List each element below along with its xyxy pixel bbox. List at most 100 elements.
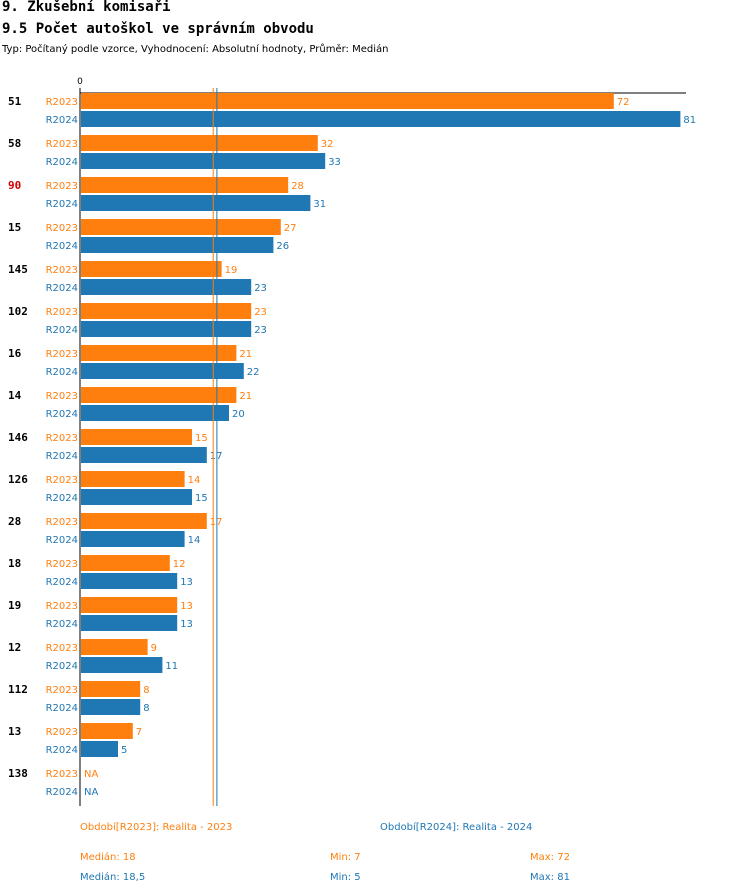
data-label: 22 (247, 367, 260, 378)
bar (81, 615, 178, 631)
series-label: R2023 (46, 307, 78, 318)
series-label: R2024 (46, 367, 78, 378)
category-label: 112 (8, 683, 28, 696)
bar (81, 153, 326, 169)
category-label: 13 (8, 725, 21, 738)
bar (81, 177, 289, 193)
data-label: 15 (195, 433, 208, 444)
bar (81, 447, 207, 463)
category-label: 138 (8, 767, 28, 780)
bar (81, 279, 252, 295)
category-label: 28 (8, 515, 21, 528)
data-label: 17 (210, 451, 223, 462)
max-r2024: Max: 81 (530, 872, 570, 883)
series-label: R2023 (46, 223, 78, 234)
series-label: R2023 (46, 433, 78, 444)
category-label: 58 (8, 137, 21, 150)
series-label: R2024 (46, 157, 78, 168)
data-label: 21 (239, 349, 252, 360)
data-label: 19 (225, 265, 238, 276)
series-label: R2024 (46, 703, 78, 714)
series-label: R2024 (46, 115, 78, 126)
category-label: 18 (8, 557, 21, 570)
bar (81, 531, 185, 547)
series-label: R2023 (46, 139, 78, 150)
category-label: 15 (8, 221, 21, 234)
data-label: 28 (291, 181, 304, 192)
series-label: R2024 (46, 535, 78, 546)
bar (81, 555, 170, 571)
data-label: 33 (328, 157, 341, 168)
series-label: R2024 (46, 493, 78, 504)
bar (81, 303, 252, 319)
series-label: R2023 (46, 769, 78, 780)
data-label: 9 (151, 643, 157, 654)
data-label: 5 (121, 745, 127, 756)
bar (81, 261, 222, 277)
median-r2024: Medián: 18,5 (80, 872, 146, 883)
bar (81, 321, 252, 337)
series-label: R2023 (46, 559, 78, 570)
data-label: 14 (188, 535, 201, 546)
series-label: R2023 (46, 643, 78, 654)
data-label: 13 (180, 601, 193, 612)
bar (81, 723, 133, 739)
category-label: 102 (8, 305, 28, 318)
series-label: R2023 (46, 97, 78, 108)
bar (81, 471, 185, 487)
data-label: NA (84, 769, 98, 780)
bar (81, 657, 163, 673)
bar (81, 345, 237, 361)
series-label: R2023 (46, 349, 78, 360)
series-label: R2024 (46, 619, 78, 630)
data-label: 8 (143, 703, 149, 714)
series-label: R2023 (46, 517, 78, 528)
series-label: R2024 (46, 325, 78, 336)
data-label: 12 (173, 559, 186, 570)
series-label: R2024 (46, 409, 78, 420)
bar (81, 573, 178, 589)
series-label: R2023 (46, 601, 78, 612)
data-label: 31 (313, 199, 326, 210)
category-label: 90 (8, 179, 21, 192)
bar (81, 195, 311, 211)
bar (81, 597, 178, 613)
bar (81, 405, 229, 421)
data-label: 11 (165, 661, 178, 672)
bar (81, 237, 274, 253)
category-label: 146 (8, 431, 28, 444)
chart-description: Typ: Počítaný podle vzorce, Vyhodnocení:… (2, 44, 389, 55)
data-label: 13 (180, 619, 193, 630)
bar (81, 513, 207, 529)
data-label: 26 (276, 241, 289, 252)
bar (81, 681, 141, 697)
data-label: 72 (617, 97, 630, 108)
series-label: R2023 (46, 265, 78, 276)
max-r2023: Max: 72 (530, 852, 570, 863)
series-label: R2024 (46, 241, 78, 252)
min-r2024: Min: 5 (330, 872, 361, 883)
series-label: R2024 (46, 451, 78, 462)
min-r2023: Min: 7 (330, 852, 361, 863)
data-label: 7 (136, 727, 142, 738)
data-label: 8 (143, 685, 149, 696)
category-label: 126 (8, 473, 28, 486)
series-label: R2023 (46, 391, 78, 402)
category-label: 12 (8, 641, 21, 654)
bar (81, 93, 614, 109)
median-r2023: Medián: 18 (80, 852, 136, 863)
data-label: 17 (210, 517, 223, 528)
bar (81, 639, 148, 655)
series-label: R2024 (46, 199, 78, 210)
data-label: 81 (683, 115, 696, 126)
section-title: 9. Zkušební komisaři (2, 0, 171, 15)
category-label: 51 (8, 95, 22, 108)
series-label: R2023 (46, 181, 78, 192)
series-label: R2024 (46, 745, 78, 756)
data-label: 23 (254, 325, 267, 336)
bar (81, 111, 681, 127)
category-label: 16 (8, 347, 22, 360)
bar (81, 363, 244, 379)
data-label: 32 (321, 139, 334, 150)
